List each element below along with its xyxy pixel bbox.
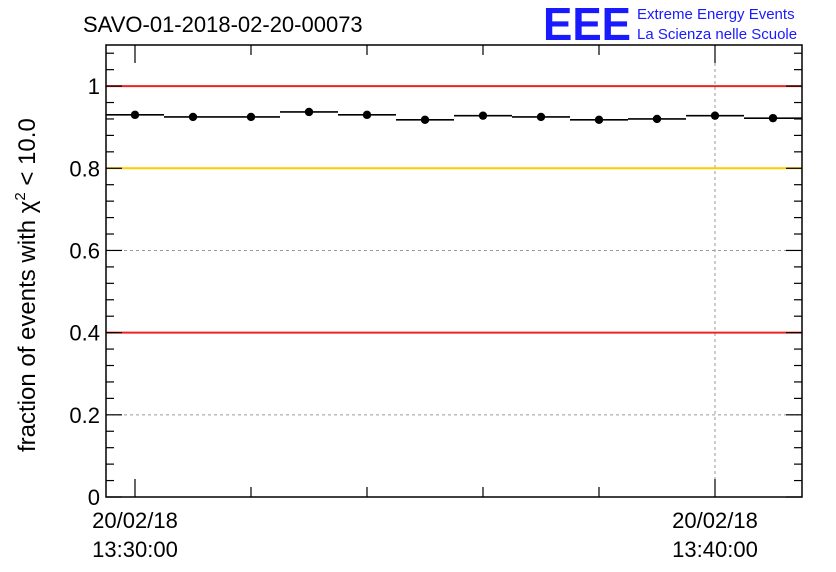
data-point [536, 112, 546, 122]
y-axis-label: fraction of events with χ2 < 10.0 [12, 118, 41, 452]
data-point [362, 110, 372, 120]
x-tick-label-date: 20/02/18 [672, 508, 758, 533]
x-tick-label-date: 20/02/18 [92, 508, 178, 533]
data-point [710, 111, 720, 120]
data-point [188, 112, 198, 122]
y-axis: 0 0.2 0.4 0.6 0.8 1 [69, 52, 802, 510]
data-point [652, 114, 662, 124]
x-axis: 20/02/18 13:30:00 20/02/18 13:40:00 [92, 45, 758, 562]
data-point [768, 113, 778, 123]
data-point [246, 112, 256, 122]
logo-line-2: La Scienza nelle Scuole [637, 26, 797, 43]
y-tick-label: 0.6 [69, 238, 100, 263]
y-axis-label-main: fraction of events with χ [14, 200, 41, 452]
data-point [130, 110, 140, 120]
logo-mark: EEE [543, 0, 631, 50]
grid [106, 45, 802, 497]
y-tick-label: 1 [88, 74, 100, 99]
y-axis-label-tail: < 10.0 [14, 118, 41, 192]
x-tick-label-time: 13:40:00 [672, 537, 758, 562]
logo-line-1: Extreme Energy Events [637, 6, 795, 23]
y-tick-label: 0.4 [69, 321, 100, 346]
y-axis-label-sup: 2 [12, 192, 29, 200]
x-tick-label-time: 13:30:00 [92, 537, 178, 562]
data-series [106, 107, 802, 124]
y-tick-label: 0 [88, 485, 100, 510]
eee-logo: EEE Extreme Energy Events La Scienza nel… [543, 0, 797, 50]
data-point [304, 107, 314, 117]
plot-frame [105, 44, 803, 498]
data-point [478, 111, 488, 120]
reference-lines [106, 85, 802, 334]
y-tick-label: 0.8 [69, 156, 100, 181]
data-point [420, 115, 430, 124]
y-tick-label: 0.2 [69, 403, 100, 428]
data-point [594, 115, 604, 124]
chart-title: SAVO-01-2018-02-20-00073 [83, 12, 363, 37]
